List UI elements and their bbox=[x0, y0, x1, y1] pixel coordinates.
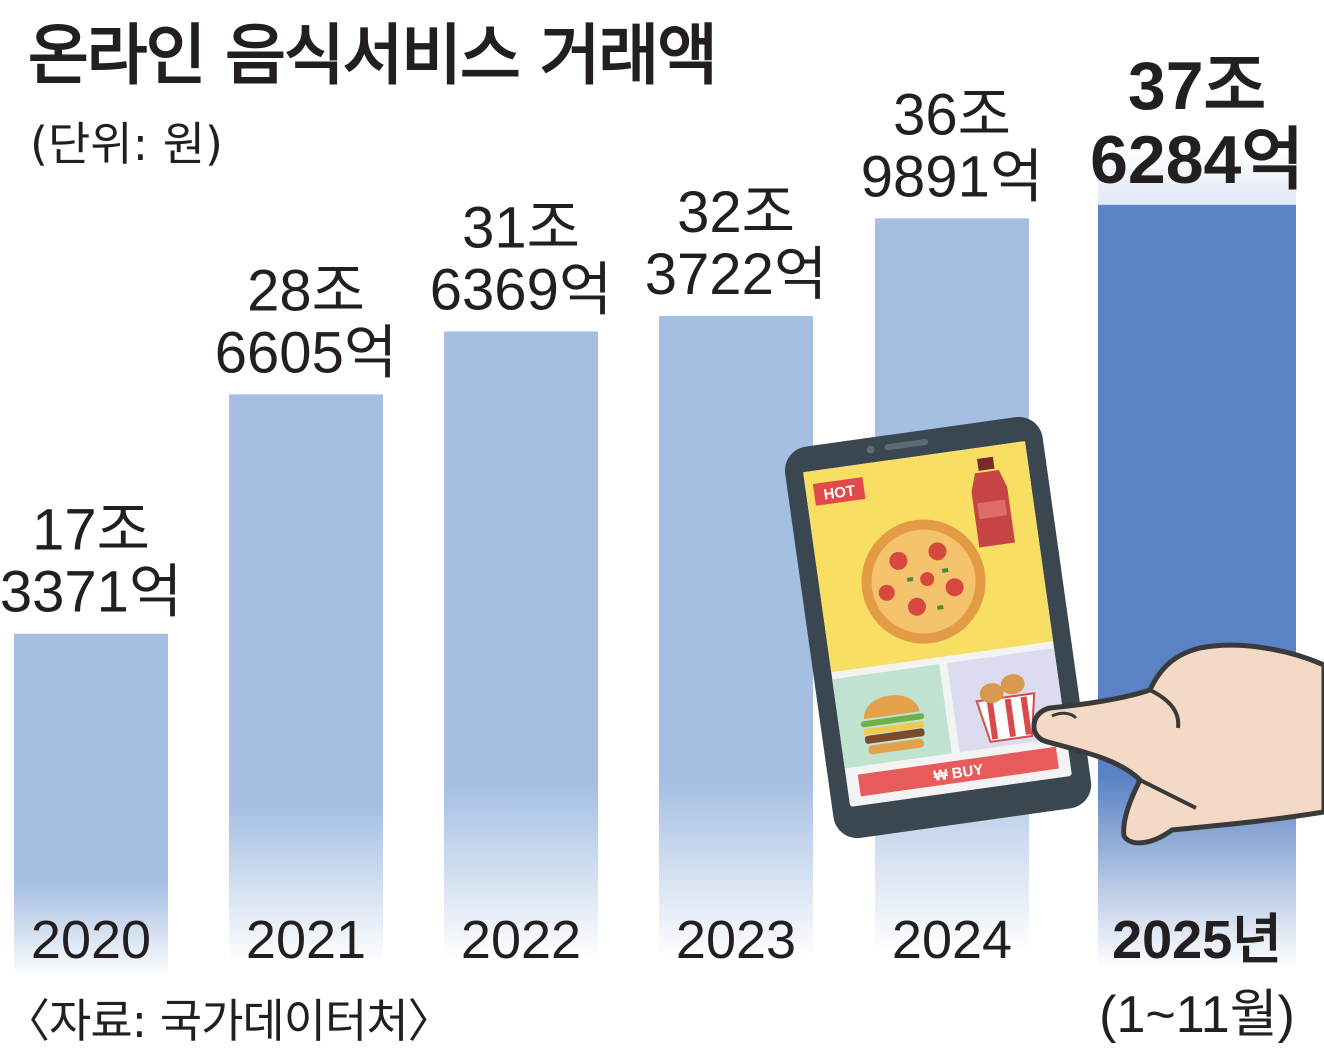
x-tick-2022: 2022 bbox=[461, 910, 581, 970]
pizza-icon bbox=[861, 519, 986, 644]
x-tick-2024: 2024 bbox=[892, 910, 1012, 970]
value-label-2025년-line1: 37조 bbox=[1128, 48, 1266, 124]
burger-icon bbox=[860, 695, 925, 755]
hot-badge bbox=[812, 477, 866, 506]
value-label-2020-line2: 3371억 bbox=[0, 560, 182, 625]
x-tick-2021: 2021 bbox=[246, 910, 366, 970]
value-label-2024-line2: 9891억 bbox=[861, 144, 1043, 209]
value-label-2020-line1: 17조 bbox=[32, 498, 150, 563]
buy-button-label: ₩ BUY bbox=[933, 761, 985, 785]
value-label-2021-line1: 28조 bbox=[247, 258, 365, 323]
hand-icon bbox=[1031, 642, 1324, 846]
value-labels-group: 17조3371억202028조6605억202131조6369억202232조3… bbox=[0, 48, 1304, 1044]
bar-2021 bbox=[229, 394, 383, 1000]
bar-2020 bbox=[14, 633, 168, 1000]
source-note: 〈자료: 국가데이터처〉 bbox=[4, 994, 454, 1048]
hot-badge-label: HOT bbox=[823, 482, 857, 503]
bar-2022 bbox=[444, 331, 598, 1000]
value-label-2021-line2: 6605억 bbox=[215, 320, 397, 385]
value-label-2022-line1: 31조 bbox=[462, 196, 580, 261]
value-label-2025년-line2: 6284억 bbox=[1090, 122, 1304, 198]
fried-chicken-icon bbox=[975, 674, 1036, 743]
value-label-2023-line1: 32조 bbox=[677, 180, 795, 245]
bar-2023 bbox=[659, 316, 813, 1000]
soda-bottle-icon bbox=[971, 456, 1015, 548]
smartphone-illustration: ₩ BUY HOT bbox=[784, 416, 1092, 839]
buy-button bbox=[857, 746, 1059, 797]
x-tick-2025년: 2025년 bbox=[1112, 910, 1282, 970]
unit-note: (단위: 원) bbox=[30, 117, 223, 171]
bars-group bbox=[14, 204, 1296, 1000]
chart-title: 온라인 음식서비스 거래액 bbox=[28, 17, 718, 94]
x-tick-2020: 2020 bbox=[31, 910, 151, 970]
value-label-2022-line2: 6369억 bbox=[430, 258, 612, 323]
x-tick-2023: 2023 bbox=[676, 910, 796, 970]
bar-2025년 bbox=[1098, 204, 1296, 1000]
value-label-2023-line2: 3722억 bbox=[645, 242, 827, 307]
value-label-2024-line1: 36조 bbox=[893, 82, 1011, 147]
x-tick-note-2025년: (1~11월) bbox=[1099, 986, 1295, 1044]
